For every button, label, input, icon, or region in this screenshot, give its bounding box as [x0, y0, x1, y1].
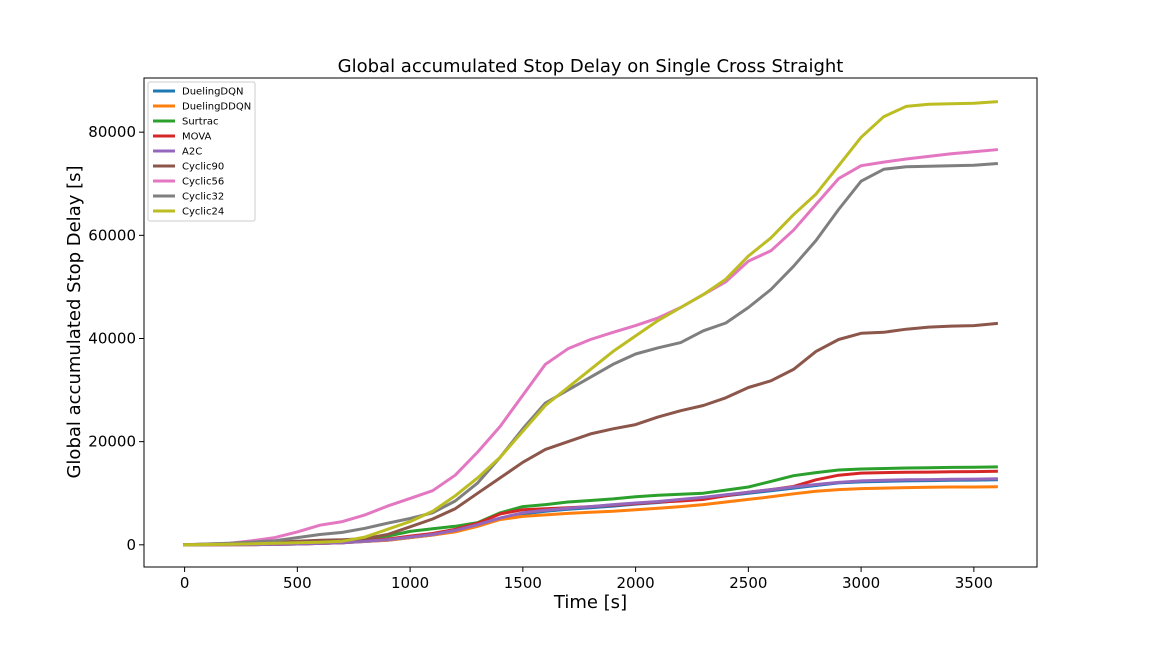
x-tick-label: 1000: [391, 574, 429, 592]
legend-label-cyclic90: Cyclic90: [182, 162, 224, 173]
legend-label-a2c: A2C: [182, 147, 202, 158]
x-tick-label: 3500: [955, 574, 993, 592]
x-tick-label: 0: [180, 574, 190, 592]
legend-label-cyclic56: Cyclic56: [182, 177, 224, 188]
x-axis: 0 500 1000 1500 2000 2500 3000 3500: [180, 567, 993, 592]
legend-label-cyclic32: Cyclic32: [182, 192, 224, 203]
y-tick-label: 20000: [88, 433, 136, 451]
legend-box: [147, 81, 256, 222]
y-tick-label: 0: [126, 536, 136, 554]
y-axis: 0 20000 40000 60000 80000: [88, 123, 144, 554]
series-layer: [183, 100, 999, 547]
legend-label-mova: MOVA: [182, 132, 212, 143]
plot-area: [143, 77, 1038, 568]
x-tick-label: 2500: [729, 574, 767, 592]
x-tick-label: 2000: [617, 574, 655, 592]
legend-label-surtrac: Surtrac: [182, 117, 218, 128]
series-line-cyclic56: [183, 148, 999, 547]
legend-label-duelingddqn: DuelingDDQN: [182, 102, 251, 113]
x-axis-label: Time [s]: [553, 592, 627, 613]
chart-title: Global accumulated Stop Delay on Single …: [338, 56, 844, 77]
series-line-cyclic90: [183, 321, 999, 547]
legend-label-duelingdqn: DuelingDQN: [182, 87, 243, 98]
x-tick-label: 3000: [842, 574, 880, 592]
y-tick-label: 40000: [88, 329, 136, 347]
legend-label-cyclic24: Cyclic24: [182, 207, 224, 218]
x-tick-label: 500: [283, 574, 312, 592]
y-tick-label: 60000: [88, 226, 136, 244]
series-line-cyclic24: [183, 100, 999, 547]
legend: DuelingDQN DuelingDDQN Surtrac MOVA A2C Cycli…: [147, 81, 256, 222]
x-tick-label: 1500: [504, 574, 542, 592]
series-line-cyclic32: [183, 161, 999, 547]
series-line-a2c: [183, 477, 998, 547]
y-tick-label: 80000: [88, 123, 136, 141]
series-line-surtrac: [183, 465, 998, 547]
y-axis-label: Global accumulated Stop Delay [s]: [64, 165, 85, 478]
